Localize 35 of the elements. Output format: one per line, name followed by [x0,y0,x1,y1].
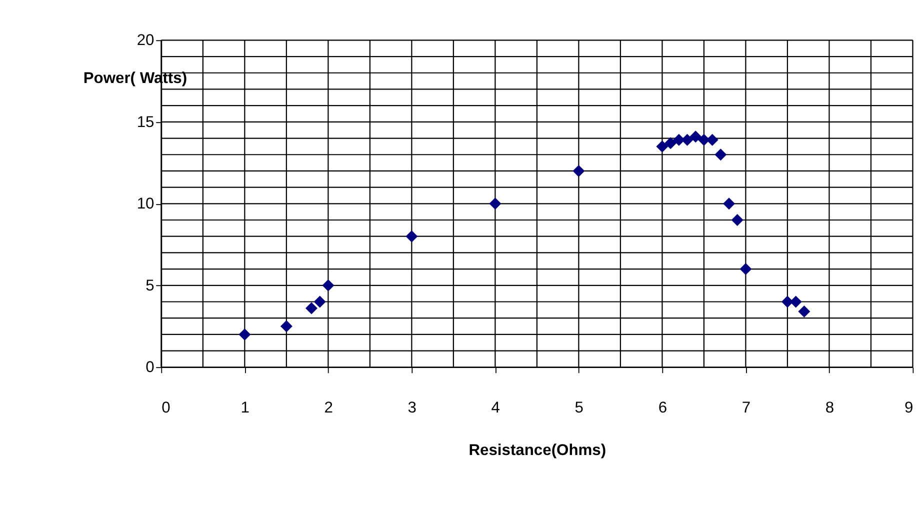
point [723,198,736,210]
point [305,302,318,314]
x-axis-title: Resistance(Ohms) [468,442,606,460]
x-tick-label: 0 [162,400,171,417]
point [572,164,585,177]
point [489,198,502,210]
point [781,296,794,308]
point [690,130,702,143]
x-tick-label: 8 [825,400,834,417]
point [798,306,810,318]
x-tick-label: 6 [658,400,668,417]
point [698,134,710,146]
y-tick-label: 15 [136,114,155,131]
point [406,230,418,242]
x-tick-label: 9 [904,400,914,417]
x-tick-label: 7 [742,400,751,417]
x-tick-label: 3 [408,400,417,417]
y-tick-label: 5 [146,277,155,294]
point [322,279,334,292]
point [238,328,251,340]
point [664,137,677,150]
point [672,134,685,146]
point [714,148,727,161]
x-tick-label: 5 [574,400,584,417]
point [731,214,744,226]
y-tick-label: 10 [136,196,155,213]
point [280,320,292,332]
x-tick-label: 4 [491,400,500,417]
y-tick-label: 0 [146,359,155,376]
x-tick-label: 2 [324,400,333,417]
x-tick-label: 1 [240,400,250,417]
point [740,263,752,276]
y-tick-label: 20 [136,32,155,50]
point [656,140,668,152]
point [314,296,326,308]
